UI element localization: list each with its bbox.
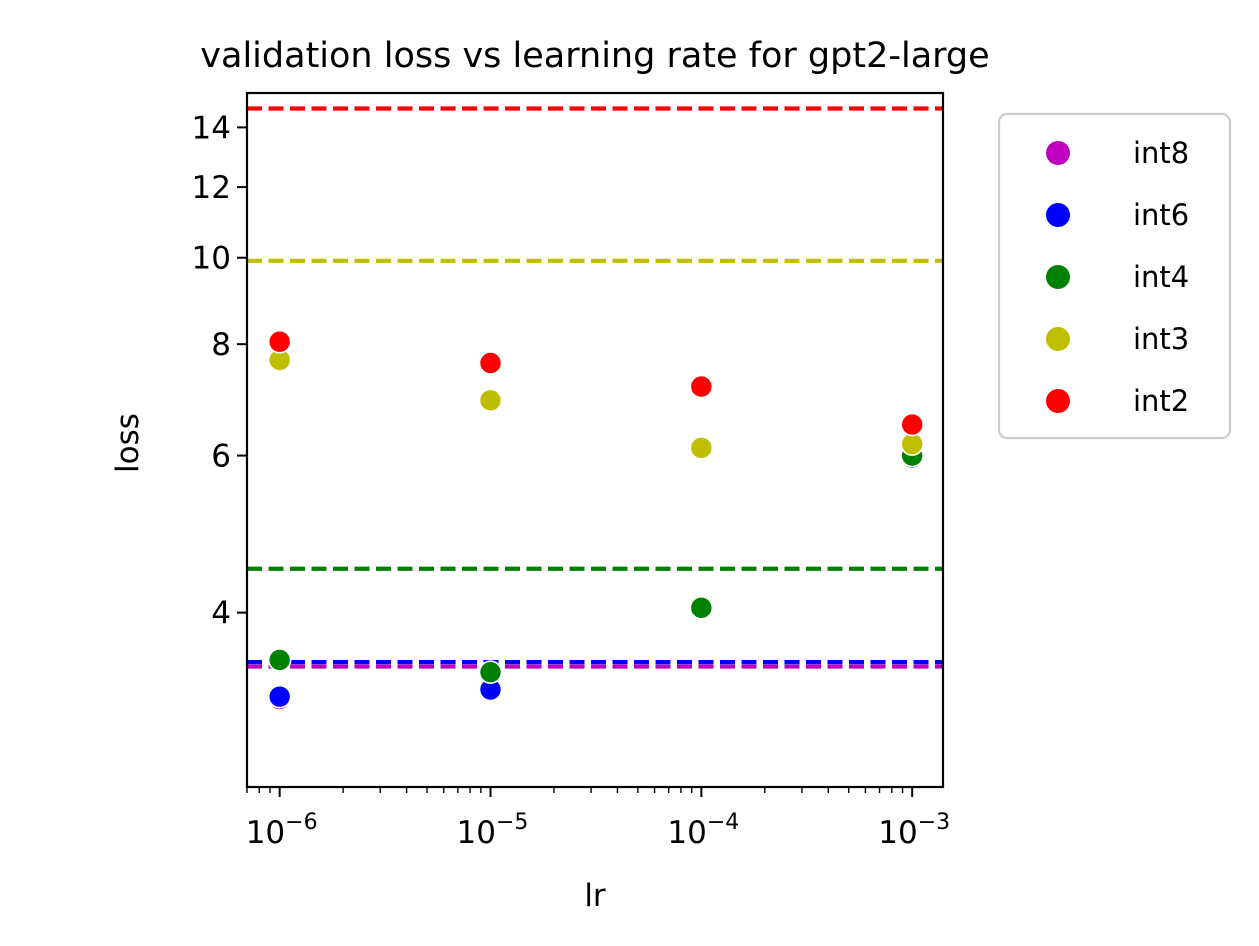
legend-marker-int3 (1046, 327, 1070, 351)
point-int2 (689, 374, 714, 399)
point-int6 (267, 684, 292, 709)
point-int2 (267, 329, 292, 354)
plot-area: 10−6 10−5 10−4 10−3 4 6 8 10 12 14 (192, 91, 950, 851)
point-int3 (900, 432, 924, 456)
y-axis-label: loss (110, 413, 146, 473)
y-tick-label: 10 (192, 241, 231, 277)
point-int4 (267, 648, 292, 672)
y-tick-label: 4 (211, 596, 231, 632)
x-tick-label: 10−4 (667, 810, 739, 851)
y-tick-label: 6 (211, 439, 231, 475)
legend-marker-int8 (1046, 141, 1070, 165)
legend-marker-int4 (1046, 265, 1070, 289)
point-int2 (478, 351, 503, 375)
point-int4 (478, 660, 503, 684)
legend-label: int2 (1133, 384, 1189, 418)
y-tick-label: 14 (192, 110, 231, 146)
x-axis-label: lr (584, 878, 606, 914)
legend-marker-int6 (1046, 203, 1070, 227)
y-tick-label: 8 (211, 327, 231, 363)
legend-label: int6 (1133, 198, 1189, 232)
legend-label: int8 (1133, 136, 1189, 170)
x-tick-label: 10−6 (246, 810, 318, 851)
legend: int8 int6 int4 int3 int2 (997, 112, 1232, 440)
axes-frame (245, 91, 945, 789)
point-int3 (689, 436, 714, 460)
x-tick-label: 10−3 (878, 810, 950, 851)
x-tick-label: 10−5 (457, 810, 529, 851)
point-int3 (478, 388, 503, 413)
legend-label: int3 (1133, 322, 1189, 356)
chart-title: validation loss vs learning rate for gpt… (200, 36, 989, 76)
y-tick-label: 12 (192, 170, 231, 206)
legend-marker-int2 (1046, 389, 1070, 413)
point-int2 (900, 412, 924, 437)
legend-label: int4 (1133, 260, 1189, 294)
legend-box (997, 112, 1232, 440)
point-int4 (689, 596, 714, 620)
